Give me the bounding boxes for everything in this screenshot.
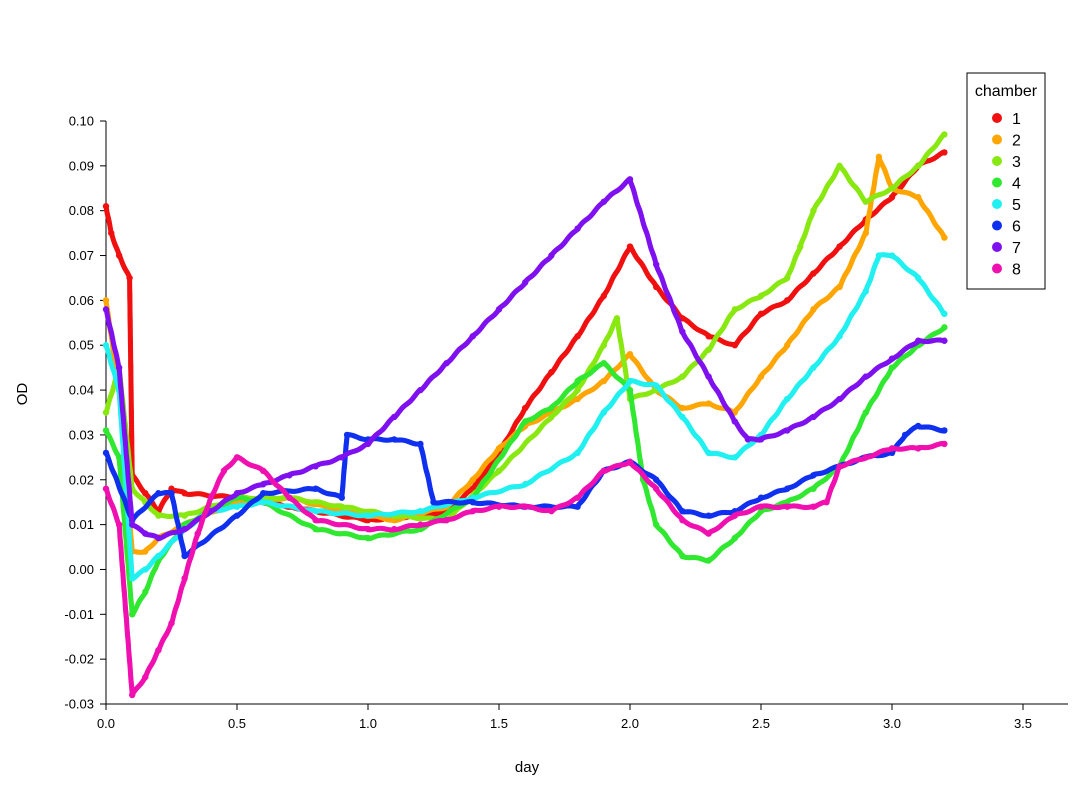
- x-tick-label: 2.5: [752, 716, 770, 731]
- trail-dot: [940, 310, 947, 316]
- x-axis-title: day: [515, 759, 540, 776]
- y-tick-label: -0.02: [64, 652, 94, 667]
- x-tick-label: 3.5: [1014, 716, 1032, 731]
- trail-dot: [940, 326, 946, 332]
- y-tick-label: 0.03: [69, 427, 94, 442]
- y-tick-label: 0.05: [69, 338, 94, 353]
- trail-dot: [888, 196, 894, 202]
- y-tick-label: 0.08: [69, 203, 94, 218]
- x-tick-label: 3.0: [883, 716, 901, 731]
- x-tick-label: 0.5: [228, 716, 246, 731]
- y-tick-label: 0.01: [69, 517, 94, 532]
- y-tick-label: 0.06: [69, 293, 94, 308]
- y-tick-label: -0.03: [64, 697, 94, 712]
- y-tick-label: 0.07: [69, 248, 94, 263]
- y-tick-label: 0.09: [69, 158, 94, 173]
- x-tick-label: 0.0: [97, 716, 115, 731]
- series-chamber-4: [102, 324, 948, 618]
- series-layer: [102, 131, 948, 699]
- y-tick-label: 0.04: [69, 383, 94, 398]
- y-axis-title: OD: [14, 383, 31, 406]
- y-tick-label: -0.01: [64, 607, 94, 622]
- y-tick-label: 0.02: [69, 472, 94, 487]
- series-chamber-3: [102, 131, 948, 524]
- y-tick-label: 0.10: [69, 114, 94, 129]
- x-tick-label: 2.0: [621, 716, 639, 731]
- trail-dot: [797, 246, 803, 252]
- trail-dot: [940, 149, 946, 155]
- x-tick-label: 1.5: [490, 716, 508, 731]
- trail-dot: [940, 428, 946, 434]
- trail-dot: [940, 132, 946, 138]
- axes: -0.03 -0.02 -0.01 0.00 0.01 0.02 0.03 0.04 0.05 0…: [14, 114, 1068, 776]
- y-tick-label: 0.00: [69, 562, 94, 577]
- trail-dot: [940, 233, 947, 239]
- trail-dot: [783, 344, 789, 350]
- x-tick-label: 1.0: [359, 716, 377, 731]
- trail-dot: [810, 210, 816, 216]
- trail-dot: [115, 453, 121, 459]
